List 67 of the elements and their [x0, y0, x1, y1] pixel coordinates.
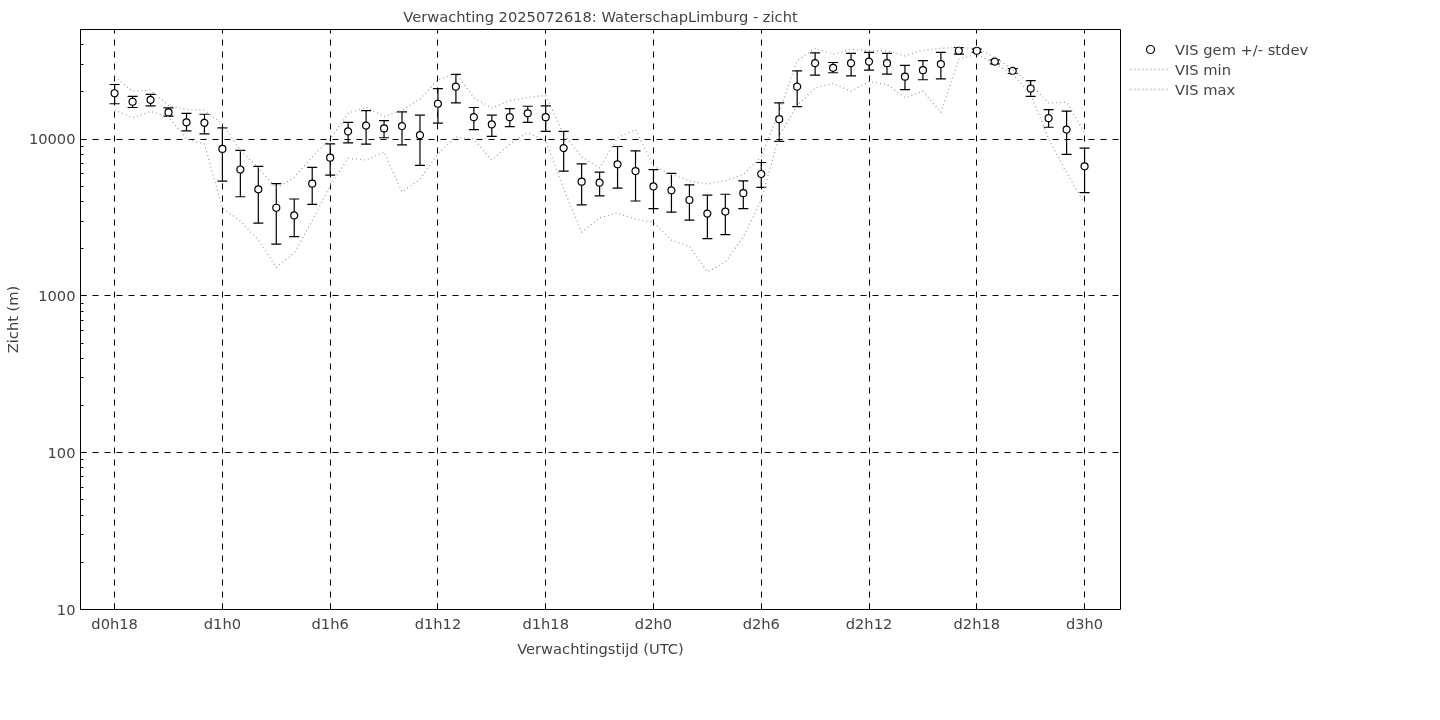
x-tick-label: d2h0 — [634, 614, 673, 632]
point — [846, 59, 856, 68]
point — [775, 115, 784, 124]
legend-label: VIS gem +/- stdev — [1175, 40, 1309, 58]
point — [326, 153, 335, 162]
point — [182, 118, 191, 127]
x-tick-label: d1h12 — [414, 614, 462, 632]
legend-label: VIS min — [1175, 60, 1231, 78]
point — [308, 179, 317, 188]
point — [613, 160, 622, 169]
point — [254, 185, 263, 194]
point — [577, 177, 586, 186]
x-tick-label: d3h0 — [1065, 614, 1104, 632]
point — [218, 144, 227, 154]
point — [882, 59, 892, 68]
point — [1044, 114, 1053, 123]
x-tick-label: d1h0 — [203, 614, 242, 632]
x-tick-label: d2h18 — [953, 614, 1001, 632]
point — [631, 167, 640, 176]
y-axis-title: Zicht (m) — [3, 285, 21, 354]
point — [451, 82, 461, 91]
point — [523, 109, 532, 118]
point — [721, 207, 730, 216]
point — [1026, 84, 1035, 93]
point — [685, 195, 694, 205]
point — [487, 120, 496, 129]
point — [1062, 125, 1071, 134]
point — [595, 178, 604, 187]
point — [379, 124, 389, 133]
point — [505, 113, 514, 122]
point — [900, 72, 910, 81]
point — [415, 131, 425, 140]
legend-label: VIS max — [1175, 80, 1236, 98]
point — [918, 66, 928, 75]
x-tick-label: d1h18 — [522, 614, 570, 632]
point — [667, 186, 676, 195]
point — [757, 169, 766, 179]
x-tick-label: d2h12 — [845, 614, 893, 632]
point — [397, 122, 407, 131]
point — [649, 182, 658, 191]
point — [541, 113, 550, 122]
point — [703, 209, 712, 218]
point — [362, 121, 371, 130]
point — [811, 59, 820, 68]
x-tick-label: d2h6 — [742, 614, 780, 632]
point — [344, 127, 353, 136]
chart-title: Verwachting 2025072618: WaterschapLimburg - zicht — [403, 7, 798, 25]
y-tick-label: 10000 — [28, 130, 76, 148]
point — [559, 143, 568, 153]
x-axis-title: Verwachtingstijd (UTC) — [517, 639, 684, 657]
y-tick-label: 100 — [47, 443, 76, 461]
point — [469, 113, 478, 122]
point — [290, 211, 299, 220]
point — [236, 165, 245, 174]
point — [433, 99, 443, 108]
point — [739, 189, 748, 198]
y-tick-label: 10 — [56, 600, 76, 618]
point — [793, 82, 802, 91]
point — [200, 118, 209, 127]
point — [1080, 162, 1089, 171]
point — [936, 59, 945, 69]
y-tick-label: 1000 — [38, 286, 76, 304]
x-tick-label: d1h6 — [311, 614, 349, 632]
point — [864, 57, 874, 66]
x-tick-label: d0h18 — [91, 614, 138, 632]
point — [110, 89, 119, 98]
point — [272, 203, 281, 212]
